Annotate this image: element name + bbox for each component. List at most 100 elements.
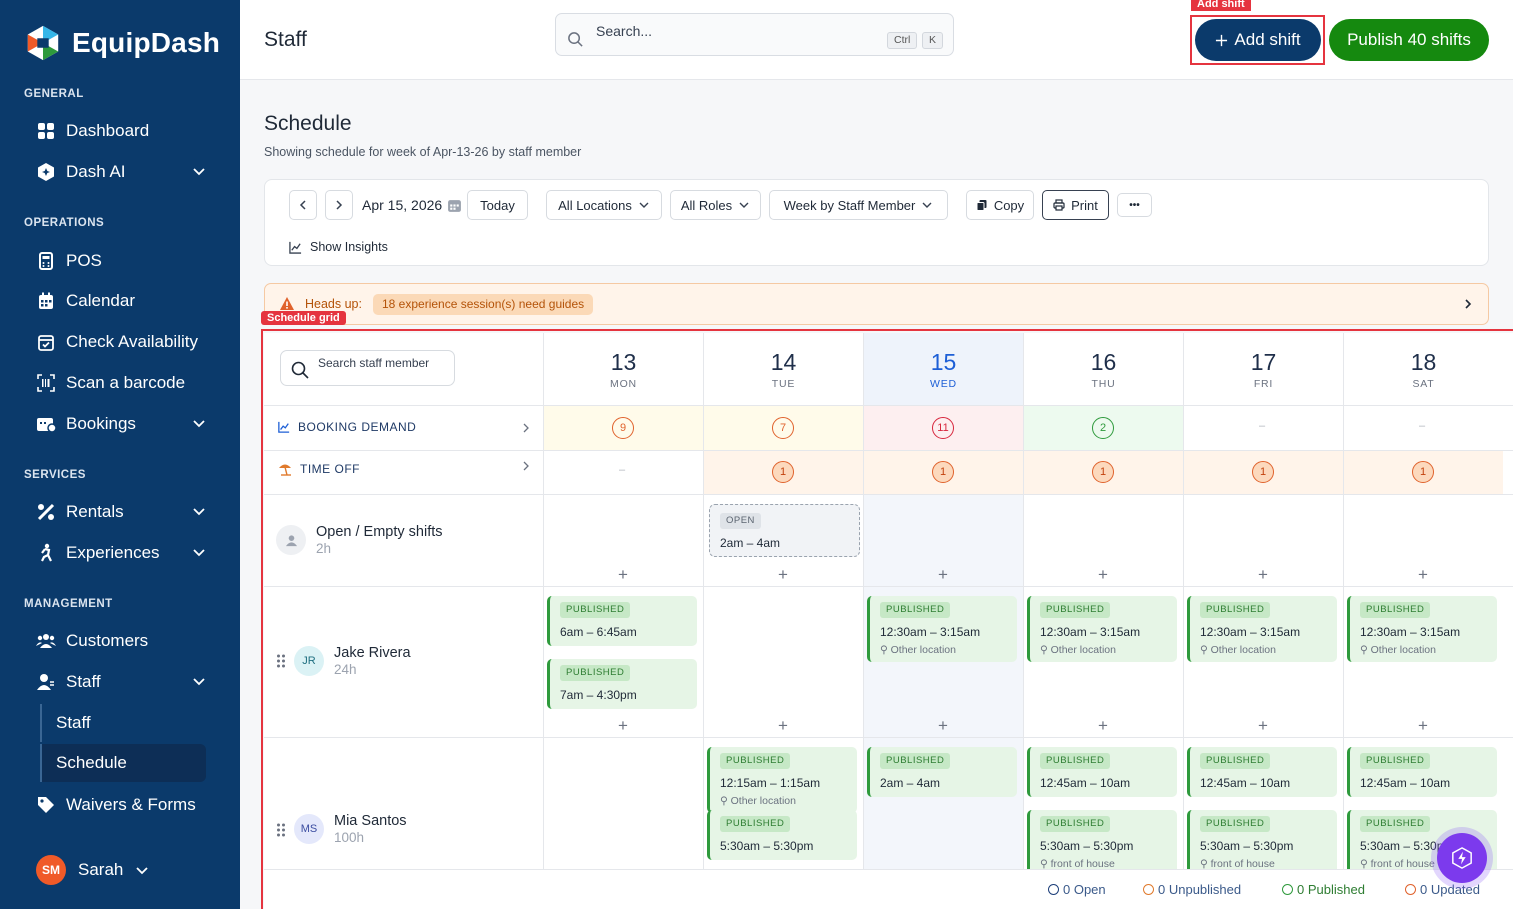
open-shift-card[interactable]: OPEN 2am – 4am xyxy=(709,504,860,557)
footer-status-0[interactable]: 0 Open xyxy=(1048,882,1106,897)
sidebar-item-calendar[interactable]: Calendar xyxy=(36,284,216,318)
sidebar-item-rentals[interactable]: Rentals xyxy=(36,495,216,529)
next-week-button[interactable] xyxy=(325,190,353,220)
chevron-down-icon[interactable] xyxy=(192,674,206,688)
footer-status-1[interactable]: 0 Unpublished xyxy=(1143,882,1241,897)
more-button[interactable]: ••• xyxy=(1117,193,1152,217)
sidebar-item-experiences[interactable]: Experiences xyxy=(36,536,216,570)
sidebar-item-customers[interactable]: Customers xyxy=(36,624,216,658)
row-divider xyxy=(264,586,1513,587)
time-off-count[interactable]: 1 xyxy=(932,461,954,483)
chevron-down-icon xyxy=(922,202,932,208)
sidebar-item-waivers[interactable]: Waivers & Forms xyxy=(36,788,216,822)
publish-shifts-button[interactable]: Publish 40 shifts xyxy=(1329,19,1489,61)
booking-demand-count[interactable]: 2 xyxy=(1092,417,1114,439)
shift-card[interactable]: PUBLISHED 12:30am – 3:15am ⚲ Other locatio… xyxy=(867,596,1017,662)
add-shift-plus-button[interactable]: + xyxy=(1258,565,1268,584)
time-off-count[interactable]: 1 xyxy=(1252,461,1274,483)
sidebar-item-dash-ai[interactable]: Dash AI xyxy=(36,155,216,189)
time-off-count[interactable]: 1 xyxy=(1412,461,1434,483)
print-button[interactable]: Print xyxy=(1042,190,1109,220)
chevron-down-icon[interactable] xyxy=(192,504,206,518)
shift-card[interactable]: PUBLISHED 6am – 6:45am xyxy=(547,596,697,646)
shift-card[interactable]: PUBLISHED 12:15am – 1:15am ⚲ Other locatio… xyxy=(707,747,857,813)
footer-status-2[interactable]: 0 Published xyxy=(1282,882,1365,897)
locations-select[interactable]: All Locations xyxy=(546,190,662,220)
sidebar-item-dashboard[interactable]: Dashboard xyxy=(36,114,216,148)
drag-handle-icon[interactable] xyxy=(276,653,286,669)
add-shift-plus-button[interactable]: + xyxy=(938,565,948,584)
sidebar-item-bookings[interactable]: Bookings xyxy=(36,407,216,441)
day-header[interactable]: 13 MON xyxy=(543,333,703,405)
add-shift-plus-button[interactable]: + xyxy=(778,565,788,584)
chevron-right-icon[interactable] xyxy=(521,423,531,433)
view-select[interactable]: Week by Staff Member xyxy=(769,190,948,220)
heads-up-alert[interactable]: Heads up: 18 experience session(s) need … xyxy=(264,283,1489,325)
time-off-count[interactable]: 1 xyxy=(772,461,794,483)
staff-search-input[interactable]: Search staff member xyxy=(280,350,455,386)
booking-demand-count[interactable]: 11 xyxy=(932,417,954,439)
shift-card[interactable]: PUBLISHED 12:30am – 3:15am ⚲ Other locatio… xyxy=(1027,596,1177,662)
day-header[interactable]: 14 TUE xyxy=(703,333,863,405)
booking-demand-count[interactable]: 7 xyxy=(772,417,794,439)
day-header[interactable]: 16 THU xyxy=(1023,333,1183,405)
shift-card[interactable]: PUBLISHED 2am – 4am xyxy=(867,747,1017,797)
copy-button[interactable]: Copy xyxy=(966,190,1034,220)
shift-card[interactable]: PUBLISHED 7am – 4:30pm xyxy=(547,659,697,709)
add-shift-plus-button[interactable]: + xyxy=(1098,716,1108,735)
sidebar-item-scan-barcode[interactable]: Scan a barcode xyxy=(36,366,216,400)
sidebar-item-check-availability[interactable]: Check Availability xyxy=(36,325,216,359)
user-menu[interactable]: SM Sarah xyxy=(36,855,149,885)
assistant-fab[interactable] xyxy=(1437,833,1487,883)
booking-demand-cell[interactable] xyxy=(1343,406,1503,450)
add-shift-plus-button[interactable]: + xyxy=(618,716,628,735)
add-shift-plus-button[interactable]: + xyxy=(1418,716,1428,735)
plus-icon xyxy=(1216,34,1228,46)
row-name: Jake Rivera xyxy=(334,645,411,661)
staff-row-jake-rivera[interactable]: JR Jake Rivera 24h xyxy=(294,645,411,677)
booking-demand-label[interactable]: BOOKING DEMAND xyxy=(278,420,416,434)
add-shift-plus-button[interactable]: + xyxy=(1418,565,1428,584)
copy-label: Copy xyxy=(993,197,1025,213)
time-off-cell[interactable] xyxy=(543,450,703,494)
date-picker[interactable]: Apr 15, 2026 xyxy=(362,197,462,213)
time-off-label[interactable]: TIME OFF xyxy=(278,462,360,476)
add-shift-plus-button[interactable]: + xyxy=(1258,716,1268,735)
time-off-count[interactable]: 1 xyxy=(1092,461,1114,483)
booking-demand-count[interactable]: 9 xyxy=(612,417,634,439)
logo[interactable]: EquipDash xyxy=(24,24,220,62)
sidebar-item-staff[interactable]: Staff xyxy=(36,665,216,699)
footer-status-3[interactable]: 0 Updated xyxy=(1405,882,1480,897)
add-shift-plus-button[interactable]: + xyxy=(938,716,948,735)
shift-card[interactable]: PUBLISHED 12:30am – 3:15am ⚲ Other locatio… xyxy=(1347,596,1497,662)
roles-select[interactable]: All Roles xyxy=(670,190,761,220)
booking-demand-cell[interactable] xyxy=(1183,406,1343,450)
day-header[interactable]: 15 WED xyxy=(863,333,1023,405)
shift-card[interactable]: PUBLISHED 12:30am – 3:15am ⚲ Other locatio… xyxy=(1187,596,1337,662)
today-button[interactable]: Today xyxy=(467,190,528,220)
sidebar-subitem-staff[interactable]: Staff xyxy=(40,704,206,742)
add-shift-button[interactable]: Add shift xyxy=(1195,19,1321,61)
view-value: Week by Staff Member xyxy=(783,197,916,213)
show-insights-link[interactable]: Show Insights xyxy=(289,240,388,254)
shift-card[interactable]: PUBLISHED 5:30am – 5:30pm ⚲ front of house xyxy=(1187,810,1337,876)
add-shift-plus-button[interactable]: + xyxy=(618,565,628,584)
prev-week-button[interactable] xyxy=(289,190,317,220)
chevron-down-icon[interactable] xyxy=(192,545,206,559)
drag-handle-icon[interactable] xyxy=(276,822,286,838)
sidebar-subitem-schedule[interactable]: Schedule xyxy=(40,744,206,782)
shift-card[interactable]: PUBLISHED 12:45am – 10am xyxy=(1187,747,1337,797)
shift-card[interactable]: PUBLISHED 5:30am – 5:30pm ⚲ front of house xyxy=(1027,810,1177,876)
shift-card[interactable]: PUBLISHED 5:30am – 5:30pm xyxy=(707,810,857,860)
add-shift-plus-button[interactable]: + xyxy=(1098,565,1108,584)
shift-location: ⚲ front of house xyxy=(1200,858,1275,870)
shift-card[interactable]: PUBLISHED 12:45am – 10am xyxy=(1347,747,1497,797)
staff-row-mia-santos[interactable]: MS Mia Santos 100h xyxy=(294,813,407,845)
sidebar-item-pos[interactable]: POS xyxy=(36,244,216,278)
add-shift-plus-button[interactable]: + xyxy=(778,716,788,735)
chevron-down-icon[interactable] xyxy=(192,164,206,178)
chevron-down-icon[interactable] xyxy=(192,416,206,430)
shift-card[interactable]: PUBLISHED 12:45am – 10am xyxy=(1027,747,1177,797)
chevron-right-icon[interactable] xyxy=(521,461,531,471)
search-input[interactable]: Search... Ctrl K xyxy=(555,13,954,56)
